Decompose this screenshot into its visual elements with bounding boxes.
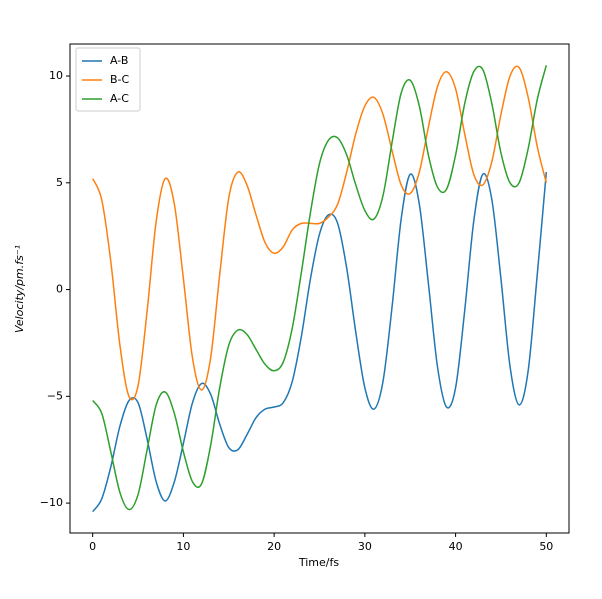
plot-frame — [69, 43, 570, 534]
line-series — [92, 172, 548, 513]
x-tick-label: 20 — [267, 540, 281, 553]
y-tick-label: −5 — [47, 389, 63, 402]
x-tick-label: 30 — [358, 540, 372, 553]
line-series — [92, 65, 548, 511]
x-axis-label: Time/fs — [298, 556, 339, 569]
x-tick-label: 40 — [449, 540, 463, 553]
legend-label: A-C — [110, 92, 129, 105]
y-axis-label: Velocity/pm.fs⁻¹ — [13, 245, 26, 333]
x-tick-label: 10 — [176, 540, 190, 553]
x-tick-label: 50 — [539, 540, 553, 553]
x-tick-label: 0 — [89, 540, 96, 553]
y-tick-label: −10 — [40, 496, 63, 509]
legend-label: B-C — [110, 73, 130, 86]
y-tick-label: 10 — [49, 69, 63, 82]
y-tick-label: 0 — [56, 283, 63, 296]
legend-label: A-B — [110, 54, 128, 67]
line-series — [91, 65, 548, 401]
y-tick-label: 5 — [56, 176, 63, 189]
legend-box — [75, 47, 141, 112]
